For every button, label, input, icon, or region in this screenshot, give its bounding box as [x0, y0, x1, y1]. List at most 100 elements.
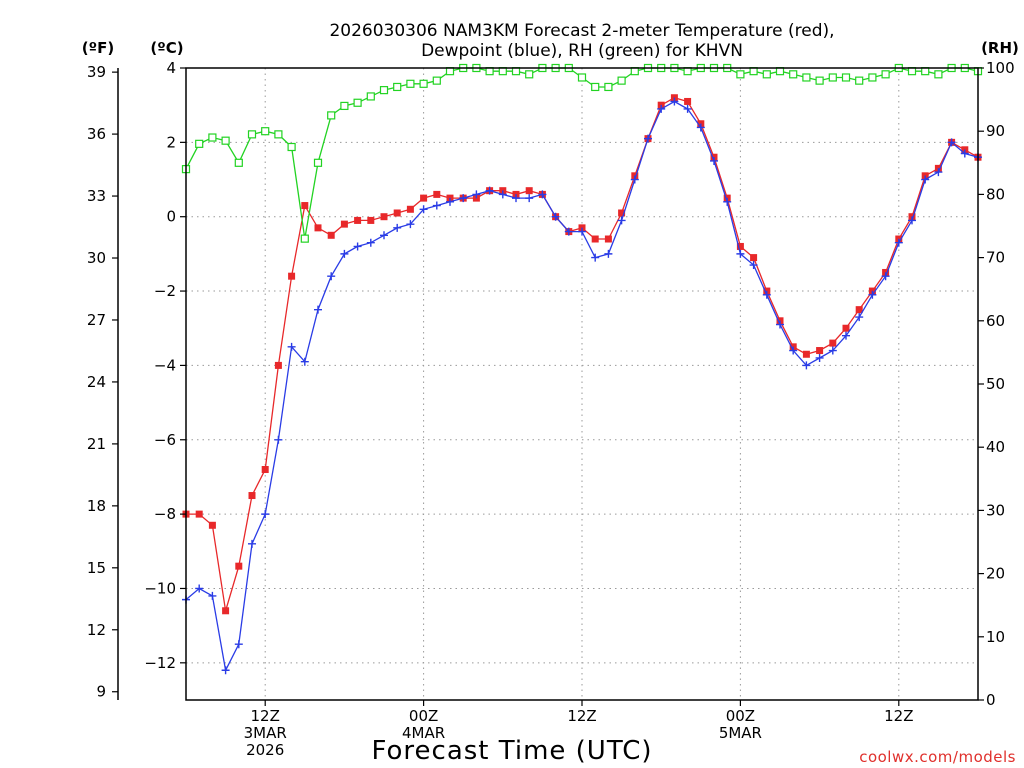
rh-point — [406, 79, 415, 88]
temperature-point — [842, 324, 850, 332]
dewpoint-point — [525, 194, 534, 203]
dewpoint-point — [736, 249, 745, 258]
dewpoint-point — [776, 320, 784, 329]
temperature-point — [301, 202, 309, 210]
dewpoint-point — [617, 216, 626, 225]
fahrenheit-tick-label: 18 — [87, 497, 106, 515]
fahrenheit-tick-label: 30 — [87, 249, 106, 267]
dewpoint-line — [185, 100, 979, 673]
dewpoint-point — [921, 175, 930, 184]
dewpoint-point — [868, 290, 877, 299]
temperature-point — [235, 562, 243, 570]
rh-point — [419, 79, 428, 88]
rh-point — [327, 111, 336, 120]
dewpoint-point — [802, 361, 811, 370]
rh-point — [379, 86, 389, 95]
dewpoint-point — [881, 272, 890, 281]
rh-point — [789, 70, 798, 79]
dewpoint-point — [419, 205, 428, 214]
dewpoint-point — [274, 435, 283, 444]
dewpoint-point — [564, 227, 573, 236]
chart-title-line1: 2026030306 NAM3KM Forecast 2-meter Tempe… — [329, 21, 834, 41]
rh-point — [208, 133, 217, 142]
time-tick-label: 12Z — [884, 707, 913, 725]
dewpoint-point — [472, 190, 481, 199]
temperature-point — [195, 510, 203, 518]
temperature-point — [604, 235, 612, 243]
dewpoint-point — [340, 249, 349, 258]
rh-tick-label: 30 — [986, 501, 1005, 519]
temperature-point — [684, 97, 692, 105]
rh-point — [815, 76, 824, 85]
fahrenheit-tick-label: 24 — [87, 373, 106, 391]
rh-point — [736, 70, 745, 79]
temperature-point — [802, 350, 810, 358]
celsius-unit-label: (ºC) — [150, 39, 183, 57]
celsius-tick-label: −6 — [154, 431, 176, 449]
temperature-point — [261, 466, 269, 474]
temperature-point — [380, 213, 388, 221]
axes: 420−2−4−6−8−10−1239363330272421181512910… — [87, 59, 1015, 759]
dewpoint-point — [287, 342, 296, 351]
dewpoint-point — [960, 149, 969, 158]
temperature-point — [618, 209, 626, 217]
dewpoint-point — [908, 216, 916, 225]
dewpoint-point — [261, 510, 270, 519]
rh-line — [185, 67, 979, 239]
rh-point — [577, 73, 587, 82]
dewpoint-point — [591, 253, 600, 262]
temperature-point — [406, 205, 414, 213]
temperature-point — [420, 194, 428, 202]
time-tick-label: 3MAR — [244, 724, 287, 742]
rh-point — [828, 73, 837, 82]
dewpoint-point — [512, 194, 520, 203]
dewpoint-point — [406, 220, 415, 229]
celsius-tick-label: −10 — [144, 579, 176, 597]
dewpoint-point — [696, 123, 705, 132]
dewpoint-point — [432, 201, 441, 210]
temperature-point — [367, 216, 375, 224]
rh-point — [841, 73, 851, 82]
rh-point — [234, 158, 243, 167]
temperature-point — [314, 224, 322, 232]
celsius-tick-label: −4 — [154, 356, 176, 374]
time-tick-label: 12Z — [251, 707, 280, 725]
rh-tick-label: 100 — [986, 59, 1015, 77]
rh-unit-label: (RH) — [981, 39, 1019, 57]
time-tick-label: 00Z — [726, 707, 755, 725]
dewpoint-point — [670, 97, 679, 106]
dewpoint-point — [366, 238, 375, 247]
dewpoint-point — [300, 357, 309, 366]
grid-lines — [186, 67, 978, 700]
temperature-point — [208, 521, 216, 529]
temperature-point — [855, 306, 863, 314]
celsius-tick-label: −8 — [154, 505, 176, 523]
dewpoint-point — [604, 249, 613, 258]
rh-tick-label: 70 — [986, 249, 1005, 267]
rh-point — [393, 82, 402, 92]
rh-point — [353, 98, 362, 107]
time-tick-label: 2026 — [246, 741, 284, 759]
dewpoint-point — [538, 190, 547, 199]
rh-tick-label: 50 — [986, 375, 1005, 393]
fahrenheit-tick-label: 12 — [87, 621, 106, 639]
x-axis-title: Forecast Time (UTC) — [371, 736, 652, 766]
temperature-point — [816, 347, 824, 355]
celsius-tick-label: 4 — [166, 59, 176, 77]
chart-title-line2: Dewpoint (blue), RH (green) for KHVN — [421, 41, 743, 61]
credit-text: coolwx.com/models — [859, 748, 1016, 766]
temperature-point — [433, 190, 441, 198]
dewpoint-point — [815, 353, 824, 362]
temperature-point — [525, 187, 533, 195]
time-tick-label: 00Z — [409, 707, 438, 725]
celsius-tick-label: −2 — [154, 282, 176, 300]
dewpoint-point — [208, 591, 217, 600]
dewpoint-point — [683, 104, 692, 113]
temperature-point — [829, 339, 837, 347]
rh-tick-label: 80 — [986, 185, 1005, 203]
dewpoint-point — [710, 156, 718, 165]
dewpoint-point — [894, 238, 903, 247]
dewpoint-point — [327, 272, 336, 281]
dewpoint-point — [459, 194, 468, 203]
